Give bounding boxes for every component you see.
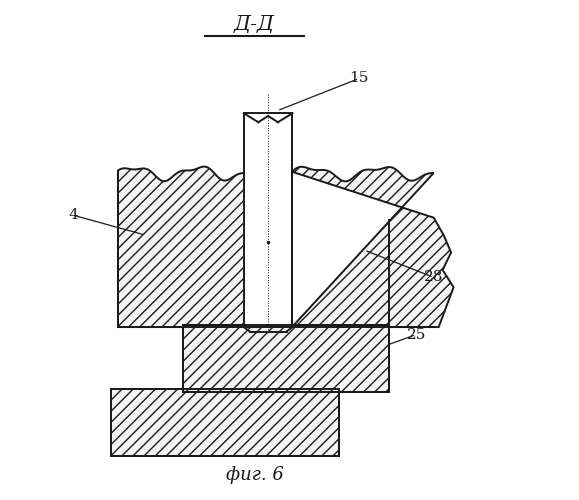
Text: фиг. 6: фиг. 6: [226, 466, 284, 483]
Polygon shape: [292, 166, 453, 327]
Text: 4: 4: [68, 208, 78, 222]
Bar: [182, 324, 389, 392]
Text: Д-Д: Д-Д: [234, 14, 275, 34]
Polygon shape: [118, 166, 245, 327]
Text: 25: 25: [406, 328, 426, 342]
Bar: [244, 114, 292, 327]
Text: 15: 15: [349, 72, 369, 86]
Bar: [111, 389, 339, 456]
Text: 28: 28: [424, 270, 444, 284]
